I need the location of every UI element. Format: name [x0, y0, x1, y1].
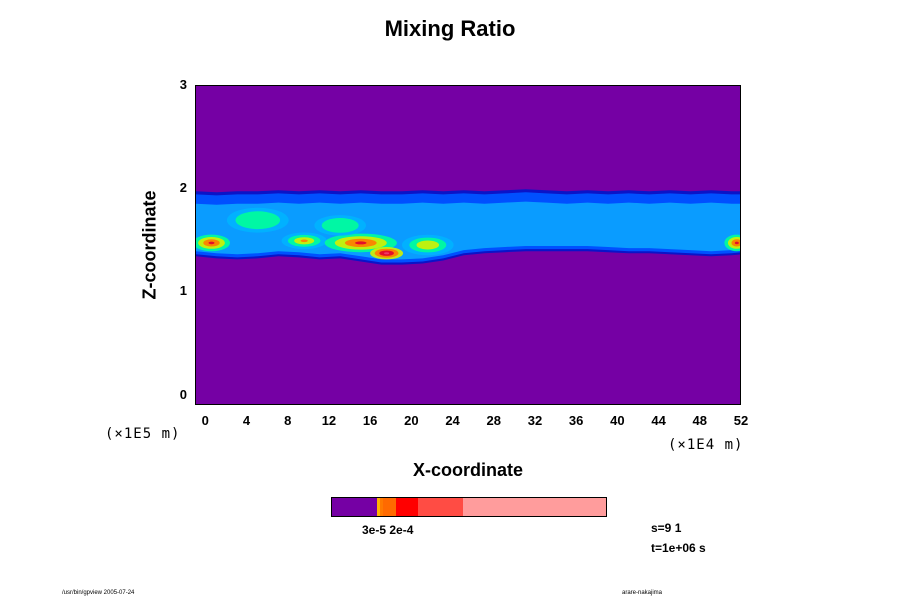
x-axis-label: X-coordinate — [412, 460, 523, 480]
x-tick-label: 36 — [568, 413, 584, 428]
x-tick-label: 52 — [733, 413, 749, 428]
plume-blob-6-level-1 — [321, 218, 359, 233]
colorbar-swatch — [396, 498, 419, 516]
chart-title: Mixing Ratio — [384, 16, 516, 41]
x-tick-label: 16 — [362, 413, 378, 428]
s-value: s=9 1 — [651, 521, 682, 535]
plume-blob-5-level-2 — [416, 240, 440, 250]
heatmap-canvas — [196, 189, 740, 265]
x-tick-label: 24 — [445, 413, 460, 428]
plume-blob-1-level-3 — [300, 239, 308, 243]
x-unit-label: (×1E4 m) — [668, 437, 744, 453]
y-unit-label: (×1E5 m) — [105, 426, 181, 442]
y-tick-label: 1 — [179, 283, 187, 299]
colorbar-labels: 3e-5 2e-4 — [362, 523, 414, 537]
colorbar — [331, 497, 607, 517]
x-tick-label: 12 — [321, 413, 337, 428]
y-tick-label: 2 — [179, 180, 187, 196]
plume-blob-4-level-4 — [734, 241, 739, 245]
x-tick-label: 4 — [242, 413, 251, 428]
footer-left: /usr/bin/gpview 2005-07-24 — [62, 590, 135, 596]
footer-right: arare-nakajima — [622, 590, 663, 596]
plume-blob-0-level-4 — [208, 241, 215, 245]
colorbar-swatch — [377, 498, 380, 516]
x-tick-label: 20 — [404, 413, 419, 428]
x-tick-label: 8 — [284, 413, 292, 428]
colorbar-swatch — [332, 498, 378, 516]
colorbar-swatch — [418, 498, 464, 516]
y-tick-label: 0 — [179, 386, 187, 402]
y-axis-label: Z-coordinate — [139, 190, 160, 300]
x-tick-label: 40 — [610, 413, 625, 428]
y-tick-label: 3 — [179, 77, 187, 92]
plume-blob-2-level-4 — [355, 241, 367, 245]
x-tick-label: 44 — [651, 413, 666, 428]
colorbar-swatch — [463, 498, 606, 516]
x-tick-label: 28 — [486, 413, 501, 428]
plume-blob-3-level-5 — [384, 252, 390, 255]
x-tick-label: 32 — [527, 413, 543, 428]
colorbar-swatch — [379, 498, 383, 516]
plume-blob-7-level-1 — [235, 211, 281, 230]
time-value: t=1e+06 s — [651, 541, 706, 555]
x-tick-label: 48 — [692, 413, 708, 428]
x-tick-label: 0 — [201, 413, 209, 428]
plot-area — [195, 85, 741, 405]
colorbar-swatch — [382, 498, 397, 516]
